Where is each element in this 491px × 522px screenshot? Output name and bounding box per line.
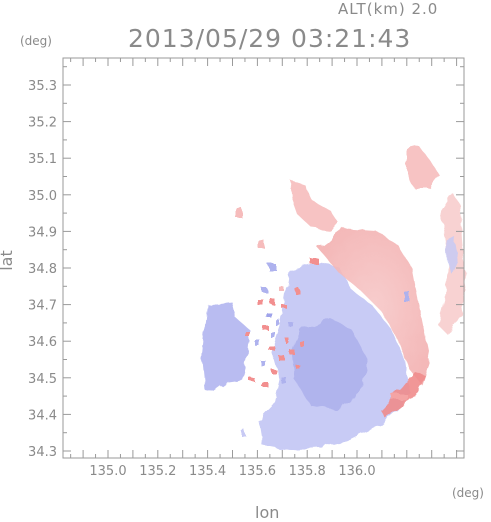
y-tick-label: 35.1 — [28, 152, 57, 167]
echo-small-7 — [392, 395, 408, 400]
y-unit-label: (deg) — [20, 34, 52, 48]
y-tick-label: 34.3 — [28, 445, 57, 460]
y-tick-label: 34.4 — [28, 408, 57, 423]
x-tick-label: 136.0 — [338, 464, 375, 479]
echo-small-5 — [404, 292, 410, 302]
y-tick-label: 35.0 — [28, 189, 57, 204]
y-tick-label: 34.8 — [28, 262, 57, 277]
x-unit-label: (deg) — [452, 486, 484, 500]
echo-speckle-cluster — [246, 288, 305, 387]
x-axis-ticks: 135.0 135.2 135.4 135.6 135.8 136.0 — [70, 58, 458, 479]
echo-red-far-ne — [406, 145, 440, 188]
y-tick-label: 34.5 — [28, 372, 57, 387]
echo-small-4 — [310, 258, 318, 264]
echo-small-1 — [236, 208, 242, 218]
plot-border — [62, 57, 465, 459]
x-tick-label: 135.8 — [289, 464, 326, 479]
y-tick-label: 35.2 — [28, 116, 57, 131]
x-tick-label: 135.0 — [89, 464, 126, 479]
echo-red-east — [318, 228, 430, 385]
echo-small-2 — [258, 240, 264, 248]
x-axis-label: lon — [255, 503, 280, 522]
x-tick-label: 135.2 — [139, 464, 176, 479]
x-tick-label: 135.4 — [189, 464, 226, 479]
timestamp-title: 2013/05/29 03:21:43 — [128, 24, 412, 53]
y-tick-label: 34.7 — [28, 299, 57, 314]
y-axis-ticks: 35.3 35.2 35.1 35.0 34.9 34.8 34.7 34.6 34.5 34.4… — [28, 66, 464, 460]
x-tick-label: 135.6 — [239, 464, 276, 479]
echo-small-6 — [240, 430, 245, 435]
echo-red-north — [290, 180, 338, 230]
echo-small-3 — [268, 264, 276, 270]
echo-blue-west — [202, 302, 250, 392]
doppler-velocity-echoes — [202, 145, 466, 450]
y-tick-label: 35.3 — [28, 79, 57, 94]
y-tick-label: 34.6 — [28, 335, 57, 350]
echo-east-blue-strip — [446, 236, 458, 275]
echo-blue-core — [292, 318, 368, 410]
altitude-label: ALT(km) 2.0 — [338, 0, 439, 18]
y-tick-label: 34.9 — [28, 225, 57, 240]
plot-frame — [62, 57, 465, 459]
